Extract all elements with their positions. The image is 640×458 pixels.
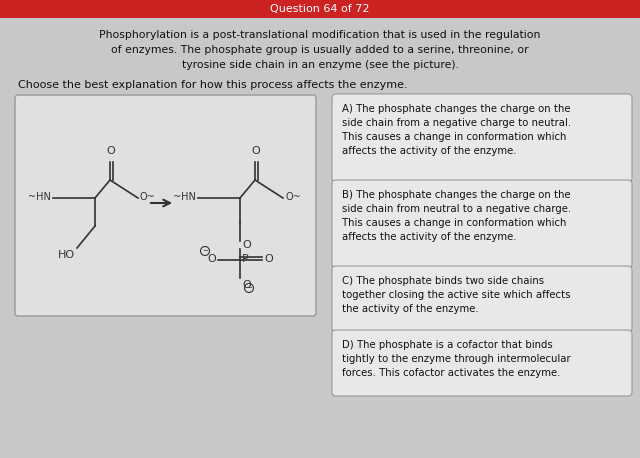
Text: Question 64 of 72: Question 64 of 72 [270, 4, 370, 14]
FancyBboxPatch shape [0, 0, 640, 18]
Text: O: O [252, 146, 260, 156]
FancyBboxPatch shape [0, 18, 640, 458]
Text: O: O [207, 254, 216, 264]
Text: −: − [246, 285, 252, 291]
Text: O: O [242, 240, 251, 250]
FancyBboxPatch shape [332, 266, 632, 332]
Text: O: O [264, 254, 273, 264]
Text: Phosphorylation is a post-translational modification that is used in the regulat: Phosphorylation is a post-translational … [99, 30, 541, 40]
Text: ~HN: ~HN [173, 192, 196, 202]
Text: O~: O~ [285, 192, 301, 202]
Text: tyrosine side chain in an enzyme (see the picture).: tyrosine side chain in an enzyme (see th… [182, 60, 458, 70]
FancyBboxPatch shape [332, 94, 632, 182]
Text: P: P [242, 254, 249, 264]
Text: Choose the best explanation for how this process affects the enzyme.: Choose the best explanation for how this… [18, 80, 408, 90]
Text: ~HN: ~HN [28, 192, 51, 202]
Text: O~: O~ [140, 192, 156, 202]
Text: B) The phosphate changes the charge on the
side chain from neutral to a negative: B) The phosphate changes the charge on t… [342, 190, 571, 242]
Text: HO: HO [58, 250, 75, 260]
Text: O: O [107, 146, 115, 156]
Text: C) The phosphate binds two side chains
together closing the active site which af: C) The phosphate binds two side chains t… [342, 276, 570, 314]
Text: D) The phosphate is a cofactor that binds
tightly to the enzyme through intermol: D) The phosphate is a cofactor that bind… [342, 340, 571, 378]
Text: A) The phosphate changes the charge on the
side chain from a negative charge to : A) The phosphate changes the charge on t… [342, 104, 571, 156]
FancyBboxPatch shape [332, 180, 632, 268]
FancyBboxPatch shape [332, 330, 632, 396]
Text: −: − [202, 248, 208, 254]
FancyBboxPatch shape [15, 95, 316, 316]
Text: O: O [242, 280, 251, 290]
Text: of enzymes. The phosphate group is usually added to a serine, threonine, or: of enzymes. The phosphate group is usual… [111, 45, 529, 55]
